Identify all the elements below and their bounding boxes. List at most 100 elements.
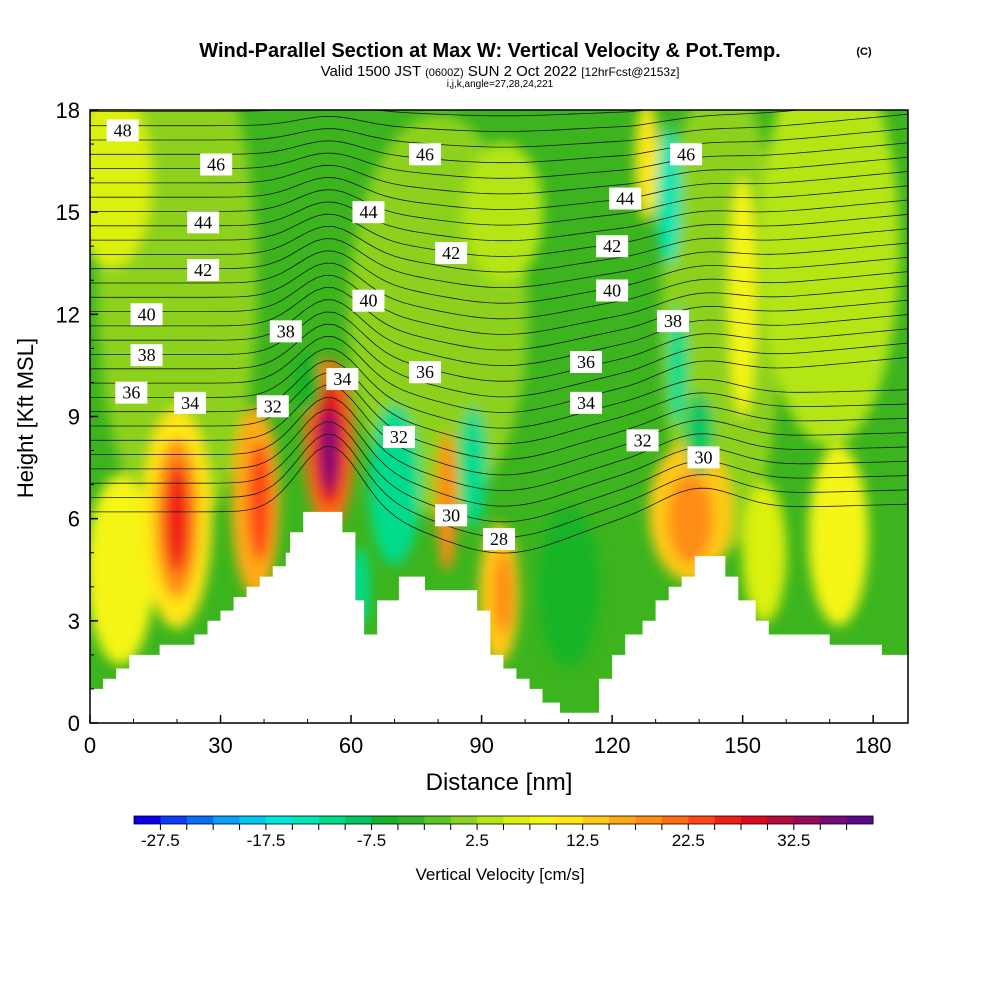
updraft-region	[321, 410, 338, 491]
theta-contour-line	[90, 274, 908, 335]
theta-label: 34	[570, 391, 603, 414]
copyright-mark: (C)	[856, 46, 872, 58]
theta-label: 34	[174, 391, 207, 414]
theta-label-box	[187, 259, 220, 282]
theta-label-text: 36	[577, 352, 595, 372]
theta-label-box	[174, 391, 207, 414]
theta-contour-line	[90, 421, 908, 523]
colorbar-swatch	[292, 816, 320, 824]
theta-label: 42	[435, 242, 468, 265]
y-tick-label: 6	[68, 507, 80, 532]
theta-label-box	[657, 310, 690, 333]
theta-label-box	[596, 235, 629, 258]
colorbar-tick-label: 22.5	[672, 831, 705, 850]
updraft-region	[808, 445, 869, 626]
theta-contour-line	[90, 360, 908, 445]
theta-label-box	[326, 368, 359, 391]
y-axis: 0 3 6 9 12 15 18	[56, 98, 98, 736]
colorbar-swatch	[239, 816, 267, 824]
y-tick-label: 3	[68, 609, 80, 634]
theta-label-box	[670, 143, 703, 166]
colorbar-swatch	[213, 816, 241, 824]
theta-label: 38	[269, 320, 302, 343]
colorbar-swatch	[688, 816, 716, 824]
x-axis-label: Distance [nm]	[426, 769, 573, 796]
theta-contour-line	[90, 311, 908, 382]
field-region	[759, 110, 900, 447]
theta-contour-line	[90, 372, 908, 460]
theta-label-text: 46	[416, 144, 434, 164]
theta-label-text: 30	[442, 505, 460, 525]
colorbar-label: Vertical Velocity [cm/s]	[415, 865, 584, 884]
theta-contour-line	[90, 110, 805, 132]
colorbar-swatch	[793, 816, 821, 824]
y-tick-label: 15	[56, 200, 80, 225]
theta-contour-line	[90, 185, 908, 226]
colorbar-swatch	[265, 816, 293, 824]
theta-label-text: 34	[181, 393, 199, 413]
theta-label: 30	[687, 446, 720, 469]
theta-label: 40	[130, 303, 163, 326]
colorbar-swatch	[450, 816, 478, 824]
theta-contour-line	[90, 250, 908, 304]
vertical-velocity-field	[90, 110, 900, 667]
theta-label-text: 46	[677, 144, 695, 164]
theta-contour-labels: 48 46 46 46 44 44 44 42 42 42 40 40 40 38 38 38 36 36 36 34…	[106, 119, 720, 551]
theta-label-text: 44	[359, 202, 377, 222]
colorbar-swatch	[635, 816, 663, 824]
theta-label-box	[130, 344, 163, 367]
valid-time-date: SUN 2 Oct 2022	[468, 63, 577, 80]
theta-label: 28	[483, 528, 515, 551]
theta-label-text: 48	[114, 120, 132, 140]
theta-label-text: 42	[603, 236, 621, 256]
x-tick-label: 90	[469, 733, 493, 758]
theta-contour-line	[90, 113, 908, 148]
theta-label: 38	[130, 344, 163, 367]
theta-contour-line	[90, 171, 908, 210]
colorbar-tick-label: -17.5	[247, 831, 286, 850]
theta-contour-line	[90, 287, 908, 351]
theta-label-box	[382, 425, 415, 448]
colorbar	[133, 815, 874, 825]
theta-label-box	[256, 395, 289, 418]
theta-label-box	[200, 153, 233, 176]
theta-label-text: 36	[416, 362, 434, 382]
theta-label-box	[626, 429, 659, 452]
updraft-region	[247, 441, 272, 562]
y-tick-label: 18	[56, 98, 80, 123]
y-tick-label: 12	[56, 302, 80, 327]
theta-label-box	[106, 119, 139, 142]
downdraft-region	[293, 352, 322, 413]
colorbar-swatch	[371, 816, 399, 824]
colorbar-swatch	[767, 816, 795, 824]
colorbar-swatch	[503, 816, 531, 824]
theta-contour-line	[90, 409, 908, 507]
theta-contour-line	[90, 199, 908, 242]
theta-label: 36	[409, 361, 442, 384]
theta-label-box	[435, 242, 468, 265]
colorbar-swatch	[345, 816, 373, 824]
theta-label-text: 32	[390, 427, 408, 447]
theta-contour-line	[90, 299, 908, 366]
theta-contours	[90, 110, 908, 554]
colorbar-swatch	[477, 816, 504, 824]
theta-label: 32	[626, 429, 659, 452]
updraft-region	[742, 482, 787, 623]
colorbar-swatch	[186, 816, 214, 824]
valid-time-prefix: Valid 1500 JST	[321, 63, 421, 80]
colorbar-swatch	[661, 816, 689, 824]
theta-label: 42	[187, 259, 220, 282]
theta-label-text: 38	[277, 321, 295, 341]
theta-label-box	[409, 143, 442, 166]
y-tick-label: 0	[68, 711, 80, 736]
theta-label-box	[435, 504, 468, 527]
updraft-region	[668, 473, 713, 564]
theta-label-text: 32	[264, 396, 282, 416]
theta-contour-line	[90, 213, 908, 257]
chart-title: Wind-Parallel Section at Max W: Vertical…	[199, 40, 780, 62]
colorbar-swatch	[741, 816, 768, 824]
colorbar-tick-label: 32.5	[777, 831, 810, 850]
theta-label-box	[570, 391, 603, 414]
theta-contour-line	[90, 156, 908, 195]
theta-label-text: 38	[664, 311, 682, 331]
